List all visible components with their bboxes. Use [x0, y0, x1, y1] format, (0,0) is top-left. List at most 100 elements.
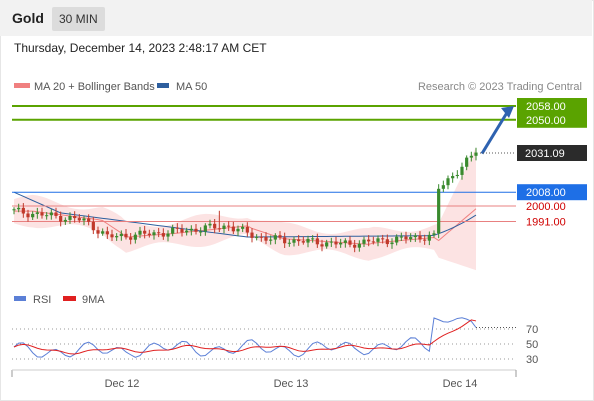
- candle-body: [269, 239, 273, 241]
- candle-body: [152, 232, 156, 236]
- candle-body: [138, 230, 142, 235]
- candle-body: [451, 176, 455, 179]
- candle-body: [194, 228, 198, 232]
- candle-body: [87, 218, 91, 222]
- candle-body: [203, 225, 207, 232]
- candle-body: [213, 223, 217, 229]
- candle-body: [306, 238, 310, 243]
- candle-body: [437, 188, 441, 234]
- candle-body: [180, 228, 184, 233]
- rsi-tick-label: 70: [526, 324, 538, 336]
- candle-body: [315, 238, 319, 245]
- level-label: 2000.00: [526, 201, 566, 213]
- ma20-line: [14, 208, 477, 245]
- candle-body: [96, 230, 100, 234]
- candle-body: [259, 236, 263, 238]
- candle-body: [427, 234, 431, 241]
- candle-body: [441, 185, 445, 189]
- header-bar: Gold 30 MIN: [0, 0, 592, 36]
- candle-body: [273, 235, 277, 240]
- candle-body: [77, 218, 81, 221]
- candle-body: [166, 233, 170, 237]
- legend-9ma: 9MA: [82, 294, 105, 306]
- candle-body: [264, 236, 268, 241]
- candle-body: [45, 215, 49, 217]
- candle-body: [409, 237, 413, 240]
- candle-body: [157, 232, 161, 234]
- level-label: 2008.00: [526, 187, 566, 199]
- candle-body: [255, 236, 259, 238]
- candle-body: [68, 216, 72, 220]
- candle-body: [418, 235, 422, 240]
- candle-body: [101, 231, 105, 234]
- candle-body: [278, 235, 282, 238]
- level-label: 1991.00: [526, 217, 566, 229]
- candle-body: [175, 227, 179, 229]
- candle-body: [395, 236, 399, 243]
- level-tag: [517, 98, 587, 114]
- candle-body: [105, 231, 109, 235]
- candle-body: [171, 227, 175, 234]
- timeframe-button[interactable]: 30 MIN: [52, 7, 105, 31]
- candle-body: [245, 226, 249, 233]
- level-tag: [517, 111, 587, 128]
- rsi-tick-label: 50: [526, 339, 538, 351]
- candle-body: [143, 230, 147, 234]
- candle-body: [189, 228, 193, 231]
- candle-body: [353, 244, 357, 248]
- rsi-tick-label: 30: [526, 354, 538, 366]
- candle-body: [217, 228, 221, 230]
- candle-body: [325, 242, 329, 247]
- candle-body: [343, 240, 347, 243]
- candle-body: [21, 207, 25, 214]
- candle-body: [31, 213, 35, 218]
- candle-body: [329, 241, 333, 243]
- candle-body: [474, 152, 478, 156]
- candle-body: [124, 233, 128, 238]
- candle-body: [73, 216, 77, 219]
- candle-body: [91, 221, 95, 231]
- chart-datetime: Thursday, December 14, 2023 2:48:17 AM C…: [14, 41, 267, 55]
- candle-body: [147, 233, 151, 236]
- candle-body: [455, 174, 459, 177]
- candle-body: [446, 178, 450, 186]
- level-label: 2058.00: [526, 101, 566, 113]
- candle-body: [185, 230, 189, 233]
- x-tick-label: Dec 14: [443, 378, 478, 390]
- candle-body: [161, 233, 165, 237]
- candle-body: [208, 223, 212, 226]
- candle-body: [54, 212, 58, 216]
- candle-body: [381, 238, 385, 240]
- candle-body: [390, 242, 394, 245]
- candle-body: [292, 239, 296, 243]
- candle-body: [469, 155, 473, 158]
- candle-body: [283, 237, 287, 244]
- credit: Research © 2023 Trading Central: [418, 81, 582, 93]
- candle-body: [63, 219, 67, 222]
- candle-body: [236, 228, 240, 232]
- candle-body: [339, 242, 343, 245]
- candle-body: [465, 157, 469, 167]
- legend-swatch-ma50: [157, 83, 169, 88]
- level-label: 2050.00: [526, 115, 566, 127]
- candle-body: [348, 240, 352, 245]
- candle-body: [301, 241, 305, 243]
- candle-body: [17, 207, 21, 210]
- candle-body: [297, 239, 301, 242]
- candle-body: [35, 212, 39, 214]
- candle-body: [115, 236, 119, 238]
- rsi-9ma-line: [13, 319, 477, 355]
- candle-body: [227, 225, 231, 227]
- candle-body: [362, 239, 366, 244]
- candle-body: [12, 209, 16, 211]
- candle-body: [460, 166, 464, 175]
- legend-swatch-9ma: [63, 296, 76, 301]
- candle-body: [231, 226, 235, 232]
- candle-body: [59, 215, 63, 222]
- legend-swatch-bollinger: [14, 83, 30, 88]
- candle-body: [129, 237, 133, 240]
- target-arrow: [480, 110, 510, 155]
- candle-body: [250, 232, 254, 238]
- candle-body: [413, 235, 417, 238]
